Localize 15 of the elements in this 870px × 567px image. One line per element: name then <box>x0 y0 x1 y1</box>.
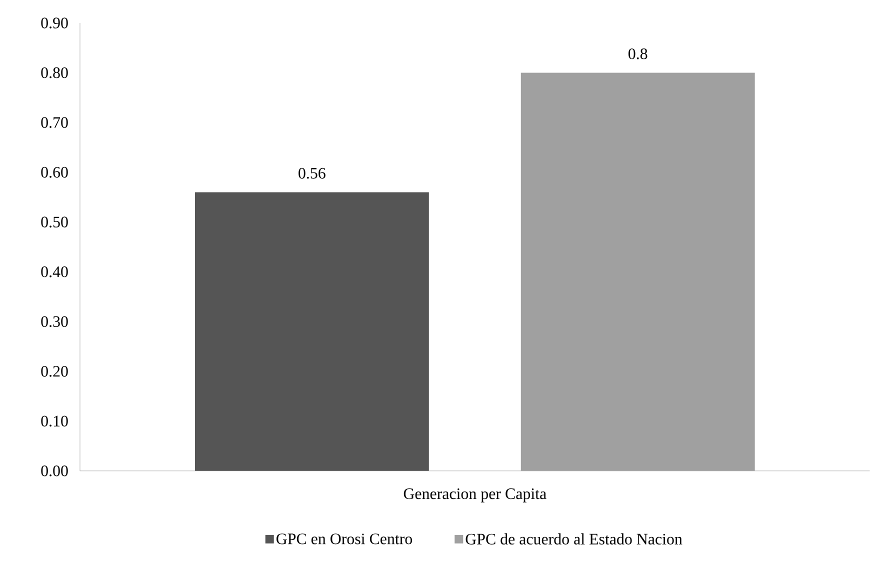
y-tick-label: 0.00 <box>41 466 68 476</box>
data-label: 0.8 <box>628 48 648 60</box>
y-tick-label: 0.20 <box>41 366 68 377</box>
legend-label: GPC de acuerdo al Estado Nacion <box>466 533 682 545</box>
y-tick-label: 0.10 <box>41 416 68 427</box>
y-tick-label: 0.90 <box>41 18 68 28</box>
y-tick-label: 0.70 <box>41 117 68 128</box>
y-tick-label: 0.80 <box>41 67 68 78</box>
x-tick-label: Generacion per Capita <box>404 488 546 502</box>
data-label: 0.56 <box>298 168 326 179</box>
legend-label: GPC en Orosi Centro <box>276 534 412 544</box>
y-tick-label: 0.40 <box>41 266 68 278</box>
y-tick-label: 0.60 <box>41 166 68 178</box>
y-tick-label: 0.50 <box>41 216 68 228</box>
y-tick-label: 0.30 <box>41 316 68 328</box>
